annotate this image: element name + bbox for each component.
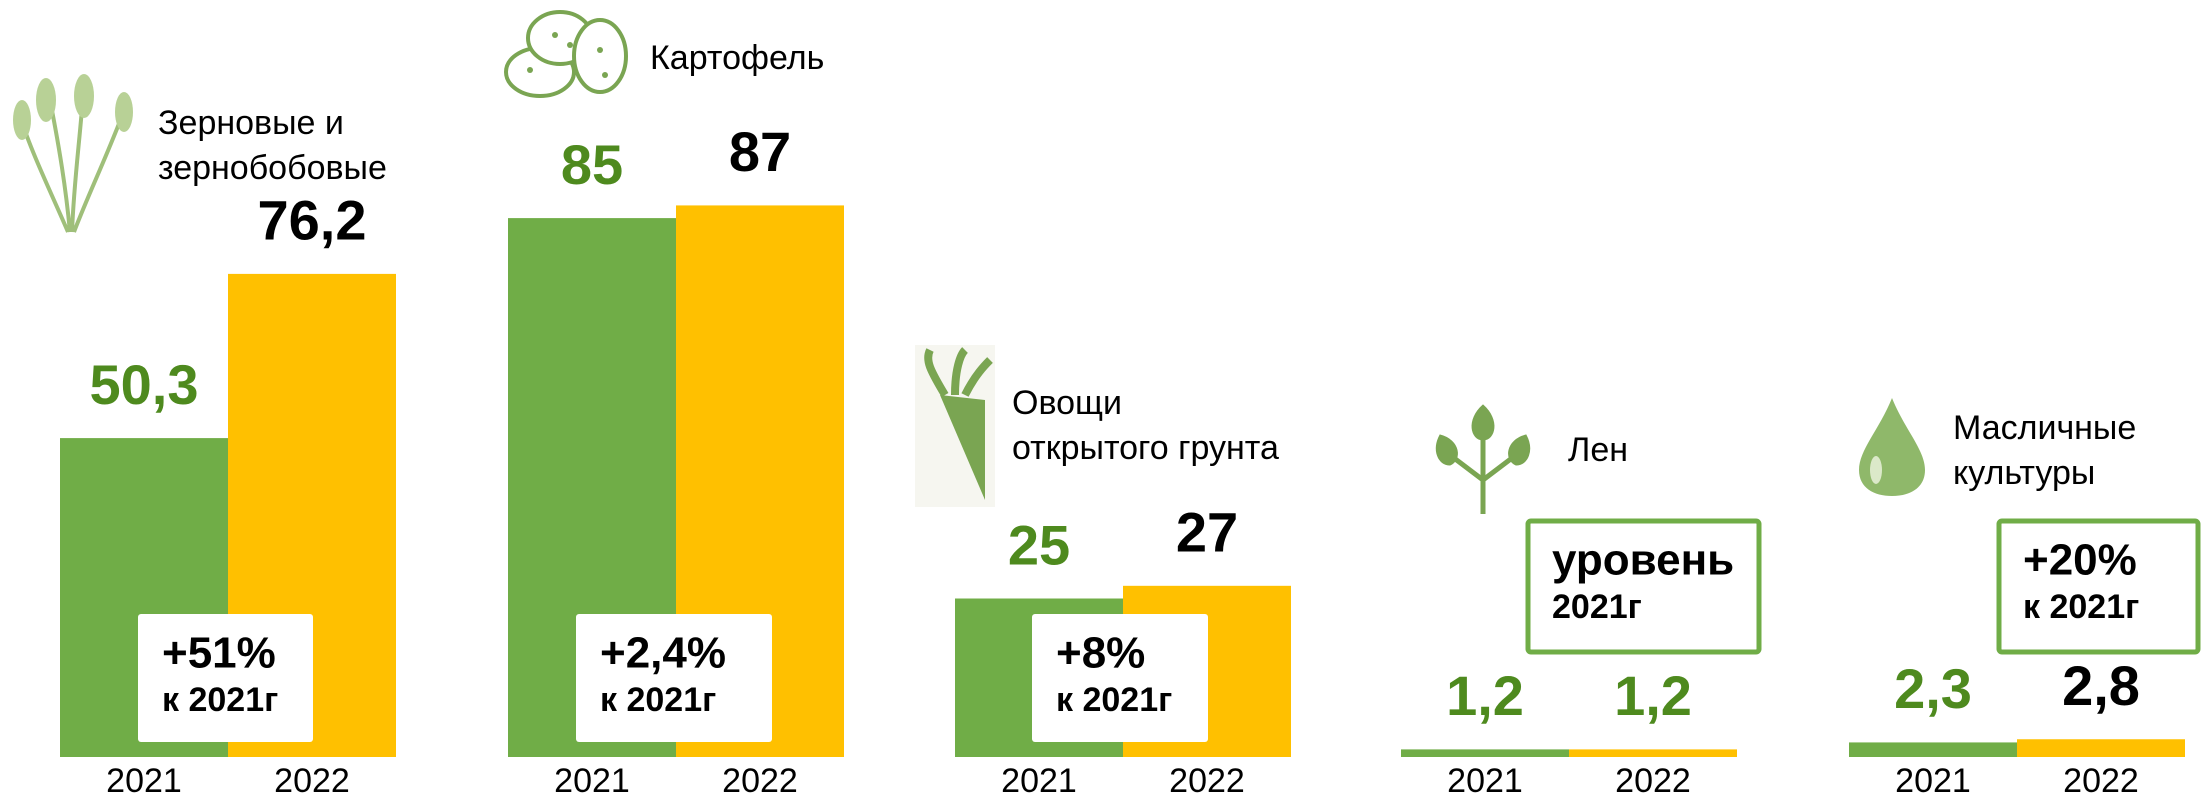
oil-drop-icon	[1859, 398, 1925, 496]
annotation: к 2021г	[2023, 588, 2139, 626]
x-tick-label: 2022	[2063, 762, 2139, 800]
value-label: 87	[729, 120, 791, 183]
value-label: 2,8	[2062, 654, 2140, 717]
crop-title: зернобобовые	[158, 149, 387, 187]
annotation: +51%	[162, 629, 276, 678]
x-tick-label: 2021	[1447, 762, 1523, 800]
annotation: +2,4%	[600, 629, 726, 678]
bar	[1401, 749, 1569, 757]
x-tick-label: 2022	[722, 762, 798, 800]
x-tick-label: 2021	[1895, 762, 1971, 800]
potato-icon	[504, 10, 628, 98]
annotation: к 2021г	[600, 681, 716, 719]
annotation: к 2021г	[1056, 681, 1172, 719]
crop-title: Картофель	[650, 39, 824, 77]
annotation-box	[138, 614, 313, 742]
x-tick-label: 2021	[106, 762, 182, 800]
annotation: уровень	[1552, 536, 1734, 585]
x-tick-label: 2022	[1169, 762, 1245, 800]
annotation: 2021г	[1552, 588, 1642, 626]
value-label: 76,2	[258, 189, 367, 252]
crop-title: Лен	[1568, 431, 1628, 469]
value-label: 2,3	[1894, 657, 1972, 720]
annotation-box	[1996, 518, 2201, 655]
flax-icon	[1435, 404, 1531, 514]
value-label: 27	[1176, 501, 1238, 564]
annotation-box	[1032, 614, 1208, 742]
bar	[1569, 749, 1737, 757]
carrot-icon	[915, 345, 995, 507]
value-label: 85	[561, 133, 623, 196]
annotation: +20%	[2023, 536, 2137, 585]
crop-title: Зерновые и	[158, 104, 344, 142]
x-tick-label: 2022	[1615, 762, 1691, 800]
value-label: 50,3	[90, 353, 199, 416]
bar	[2017, 739, 2185, 757]
value-label: 25	[1008, 513, 1070, 576]
crop-title: открытого грунта	[1012, 429, 1279, 467]
annotation-box	[1525, 518, 1762, 655]
crop-title: Овощи	[1012, 384, 1122, 422]
bar	[1849, 742, 2017, 757]
x-tick-label: 2021	[554, 762, 630, 800]
x-tick-label: 2022	[274, 762, 350, 800]
value-label: 1,2	[1446, 664, 1524, 727]
annotation: +8%	[1056, 629, 1145, 678]
wheat-icon	[13, 74, 133, 233]
value-label: 1,2	[1614, 664, 1692, 727]
crop-title: культуры	[1953, 454, 2095, 492]
annotation-box	[576, 614, 772, 742]
crop-title: Масличные	[1953, 409, 2136, 447]
x-tick-label: 2021	[1001, 762, 1077, 800]
annotation: к 2021г	[162, 681, 278, 719]
